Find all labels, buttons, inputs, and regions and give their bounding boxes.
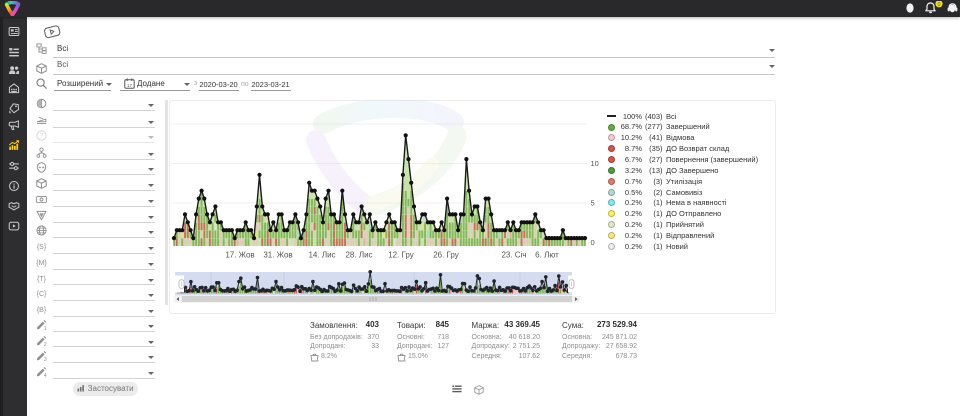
svg-text:2: 2 (44, 341, 47, 345)
svg-text:{T}: {T} (37, 276, 47, 283)
svg-text:6. Лют: 6. Лют (535, 251, 559, 260)
svg-text:14. Лис: 14. Лис (308, 251, 335, 260)
svg-text:{C}: {C} (37, 291, 47, 298)
svg-text:1: 1 (44, 326, 47, 330)
svg-text:x: x (318, 358, 319, 362)
svg-text:5: 5 (591, 199, 595, 208)
svg-text:{B}: {B} (37, 307, 47, 314)
svg-text:23. Січ: 23. Січ (501, 251, 526, 260)
svg-text:0: 0 (937, 2, 940, 8)
svg-text:12. Гру: 12. Гру (388, 251, 414, 260)
svg-text:x: x (405, 358, 406, 362)
svg-text:{S}: {S} (37, 244, 47, 251)
svg-text:4: 4 (44, 372, 47, 376)
svg-text:26. Гру: 26. Гру (433, 251, 459, 260)
svg-text:{M}: {M} (36, 260, 47, 267)
svg-text:?: ? (40, 133, 44, 139)
svg-text:3: 3 (44, 357, 47, 361)
svg-text:28. Лис: 28. Лис (345, 251, 372, 260)
svg-text:10: 10 (591, 159, 599, 168)
svg-text:17. Жов: 17. Жов (225, 251, 254, 260)
svg-text:17: 17 (126, 82, 132, 87)
svg-text:31. Жов: 31. Жов (263, 251, 292, 260)
svg-text:0: 0 (591, 238, 595, 247)
